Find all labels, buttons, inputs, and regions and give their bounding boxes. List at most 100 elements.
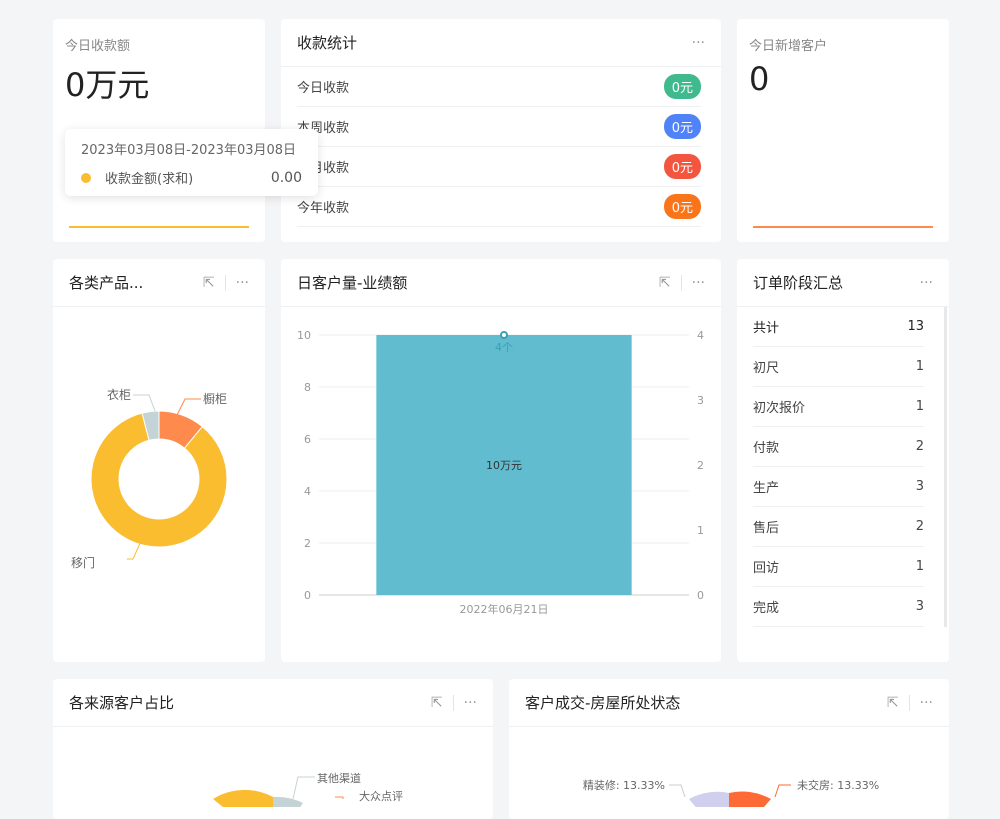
pie-slice [729,791,771,807]
stat-label: 今日收款 [297,81,350,96]
order-row[interactable]: 付款 2 [753,427,924,467]
today-amount-label: 今日收款额 [65,39,131,54]
order-row[interactable]: 初尺 1 [753,347,924,387]
donut-label: 橱柜 [203,392,227,406]
y-tick-label: 2 [304,537,311,550]
stat-row[interactable]: 今年收款 0元 [297,187,701,227]
card-title: 各类产品... [69,274,144,292]
label-line [127,540,142,560]
pie-label: 未交房: 13.33% [797,778,879,792]
line-point[interactable] [500,331,508,339]
card-title: 日客户量-业绩额 [297,274,408,292]
sparkline [69,226,249,228]
daily-card: 日客户量-业绩额 ⇱ ··· 0 2 4 6 8 10 0 1 2 3 4 10万元 4个 2022年06月2… [281,259,721,662]
house-card: 客户成交-房屋所处状态 ⇱ ··· 精装修: 13.33% 未交房: 13.33% [509,679,949,819]
order-label: 初次报价 [753,401,806,416]
today-amount-value: 0万元 [65,66,150,104]
label-line [133,394,156,412]
stat-row[interactable]: 本月收款 0元 [297,147,701,187]
bar[interactable] [376,335,632,595]
series-dot-icon [81,172,91,183]
order-row[interactable]: 售后 2 [753,507,924,547]
y2-tick-label: 2 [697,459,704,472]
line-label: 4个 [495,341,513,354]
label-line [774,784,791,798]
order-row[interactable]: 回访 1 [753,547,924,587]
new-customers-value: 0 [749,60,770,98]
stats-card: 收款统计 ··· 今日收款 0元 本周收款 0元 本月收款 0元 今年收款 0元 [281,19,721,242]
external-link-icon[interactable]: ⇱ [202,274,215,291]
bar-chart: 0 2 4 6 8 10 0 1 2 3 4 10万元 4个 2022年06月21日 [297,329,704,616]
order-row[interactable]: 共计 13 [753,307,924,347]
more-icon[interactable]: ··· [691,274,705,291]
stat-badge: 0元 [663,114,701,139]
order-count: 1 [915,399,924,414]
order-row[interactable]: 完成 3 [753,587,924,627]
tooltip-series: 收款金额(求和) [105,172,194,187]
pie-slice [689,791,729,807]
donut-slice[interactable] [90,412,228,548]
y-tick-label: 8 [304,381,311,394]
order-label: 生产 [753,481,780,496]
order-label: 回访 [753,561,780,576]
order-label: 付款 [753,441,780,456]
donut-slice[interactable] [141,410,160,441]
new-customers-label: 今日新增客户 [749,39,828,54]
bar-label: 10万元 [486,459,522,472]
source-pie: 其他渠道 大众点评 [213,771,403,807]
order-count: 2 [915,439,924,454]
stat-badge: 0元 [663,194,701,219]
tooltip: 2023年03月08日-2023年03月08日 收款金额(求和) 0.00 [65,129,318,196]
pie-label: 其他渠道 [317,771,361,785]
y2-tick-label: 0 [697,589,704,602]
card-title: 各来源客户占比 [69,694,175,712]
y-tick-label: 10 [297,329,311,342]
stat-row[interactable]: 今日收款 0元 [297,67,701,107]
x-tick-label: 2022年06月21日 [460,602,549,616]
more-icon[interactable]: ··· [919,274,933,291]
order-count: 3 [915,599,924,614]
label-line [176,398,201,416]
new-customers-card: 今日新增客户 0 [737,19,949,242]
stat-badge: 0元 [663,74,701,99]
label-line [292,776,315,800]
pie-slice [213,789,273,807]
products-card: 各类产品... ⇱ ··· 橱柜移门 衣柜 [53,259,265,662]
order-row[interactable]: 初次报价 1 [753,387,924,427]
external-link-icon[interactable]: ⇱ [886,694,899,711]
order-label: 售后 [753,521,780,536]
sources-card: 各来源客户占比 ⇱ ··· 其他渠道 大众点评 [53,679,493,819]
sparkline [753,226,933,228]
y2-tick-label: 4 [697,329,704,342]
order-label: 共计 [753,321,780,336]
order-label: 完成 [753,601,780,616]
order-count: 13 [907,319,924,334]
stat-row[interactable]: 本周收款 0元 [297,107,701,147]
y-tick-label: 4 [304,485,311,498]
external-link-icon[interactable]: ⇱ [430,694,443,711]
y2-tick-label: 1 [697,524,704,537]
more-icon[interactable]: ··· [919,694,933,711]
card-title: 订单阶段汇总 [753,274,844,292]
more-icon[interactable]: ··· [463,694,477,711]
house-pie: 精装修: 13.33% 未交房: 13.33% [583,778,879,807]
card-title: 客户成交-房屋所处状态 [525,694,681,712]
pie-label: 大众点评 [359,789,403,803]
order-count: 1 [915,359,924,374]
external-link-icon[interactable]: ⇱ [658,274,671,291]
stat-label: 今年收款 [297,201,350,216]
order-count: 3 [915,479,924,494]
more-icon[interactable]: ··· [691,34,705,51]
donut-label: 衣柜 [107,387,131,402]
tooltip-range: 2023年03月08日-2023年03月08日 [81,143,297,158]
label-line [335,796,344,799]
order-row[interactable]: 生产 3 [753,467,924,507]
more-icon[interactable]: ··· [235,274,249,291]
order-count: 2 [915,519,924,534]
pie-slice [273,796,303,807]
stat-badge: 0元 [663,154,701,179]
tooltip-value: 0.00 [270,169,302,186]
order-label: 初尺 [753,361,780,376]
donut-label: 移门 [71,555,95,570]
